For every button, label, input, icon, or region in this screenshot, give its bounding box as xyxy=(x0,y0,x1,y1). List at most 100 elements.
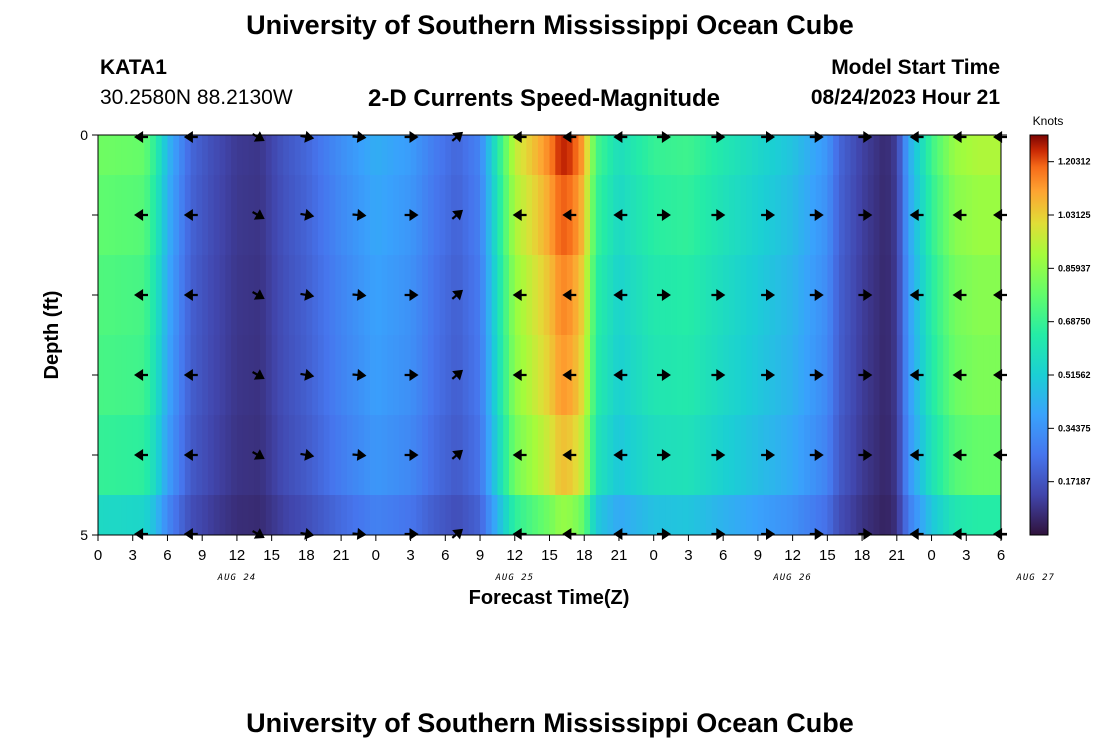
current-arrow xyxy=(300,288,315,301)
heatmap-cell xyxy=(497,175,504,255)
heatmap-cell xyxy=(838,495,846,535)
heatmap-cell xyxy=(231,495,238,535)
current-arrow xyxy=(711,368,726,382)
heatmap-cell xyxy=(885,495,892,535)
heatmap-cell xyxy=(537,135,545,175)
heatmap-cell xyxy=(451,335,458,415)
heatmap-cell xyxy=(827,175,834,255)
heatmap-cell xyxy=(485,175,493,255)
heatmap-cell xyxy=(919,495,927,535)
heatmap-cell xyxy=(937,255,944,335)
heatmap-cell xyxy=(879,335,886,415)
heatmap-cell xyxy=(317,415,325,495)
current-arrow xyxy=(134,208,148,222)
x-axis: 0 3 6 9 12 15 18 21 0 3 6 9 12 15 18 21 0 3 6 9 12 15 18 21 0 3 6A… xyxy=(94,535,1054,583)
heatmap-cell xyxy=(705,175,712,255)
heatmap-cell xyxy=(561,135,568,175)
heatmap-cell xyxy=(346,135,354,175)
heatmap-cell xyxy=(636,255,643,335)
heatmap-cell xyxy=(838,175,846,255)
heatmap-cell xyxy=(433,495,440,535)
heatmap-cell xyxy=(723,255,730,335)
heatmap-cell xyxy=(387,255,394,335)
heatmap-cell xyxy=(833,415,840,495)
heatmap-cell xyxy=(804,255,811,335)
current-arrow xyxy=(809,527,824,541)
heatmap-cell xyxy=(700,495,707,535)
heatmap-cell xyxy=(943,335,950,415)
x-tick-label: 12 xyxy=(784,547,801,564)
current-arrow xyxy=(711,208,726,222)
heatmap-cell xyxy=(671,495,678,535)
current-arrow xyxy=(952,527,967,541)
heatmap-cell xyxy=(740,335,747,415)
heatmap-cell xyxy=(798,175,805,255)
heatmap-cell xyxy=(294,135,301,175)
current-arrow xyxy=(809,288,824,302)
heatmap-cell xyxy=(937,135,944,175)
colorbar-title: Knots xyxy=(1033,114,1064,128)
heatmap-cell xyxy=(775,255,782,335)
heatmap-cell xyxy=(161,495,168,535)
current-arrow xyxy=(952,288,967,302)
current-arrow xyxy=(512,288,527,302)
heatmap-cell xyxy=(896,495,903,535)
heatmap-cell xyxy=(885,335,892,415)
heatmap-cell xyxy=(537,255,545,335)
heatmap-cell xyxy=(433,175,440,255)
current-arrow xyxy=(512,368,527,382)
heatmap-cell xyxy=(231,255,238,335)
heatmap-cell xyxy=(427,415,435,495)
heatmap-cell xyxy=(931,175,938,255)
heatmap-cell xyxy=(671,175,678,255)
colorbar-tick-label: 1.03125 xyxy=(1058,210,1091,220)
current-arrow xyxy=(858,368,873,382)
heatmap-cell xyxy=(468,175,475,255)
heatmap-cell xyxy=(995,135,1002,175)
heatmap-cell xyxy=(497,415,504,495)
heatmap-cell xyxy=(688,415,695,495)
current-arrow xyxy=(562,448,577,462)
heatmap-cell xyxy=(335,415,342,495)
heatmap-cell xyxy=(387,175,394,255)
heatmap-cell xyxy=(561,495,568,535)
heatmap-cell xyxy=(399,415,406,495)
heatmap-cell xyxy=(786,175,794,255)
heatmap-cell xyxy=(271,135,278,175)
heatmap-cell xyxy=(954,495,961,535)
heatmap-cell xyxy=(972,255,979,335)
heatmap-cell xyxy=(925,135,932,175)
current-arrow xyxy=(352,368,367,381)
heatmap-cell xyxy=(341,335,348,415)
heatmap-cell xyxy=(387,135,394,175)
heatmap-cell xyxy=(207,335,215,415)
heatmap-cell xyxy=(265,255,273,335)
heatmap-cell xyxy=(856,135,863,175)
heatmap-cell xyxy=(225,415,232,495)
current-arrow xyxy=(909,527,924,541)
heatmap-cell xyxy=(624,175,631,255)
heatmap-cell xyxy=(844,255,851,335)
heatmap-cell xyxy=(456,135,464,175)
current-arrow xyxy=(451,369,464,381)
heatmap-cell xyxy=(601,175,608,255)
heatmap-cell xyxy=(474,415,481,495)
current-arrow xyxy=(300,448,315,461)
heatmap-cell xyxy=(474,135,481,175)
heatmap-cell xyxy=(804,175,811,255)
heatmap-cell xyxy=(792,495,799,535)
heatmap-cell xyxy=(341,175,348,255)
heatmap-cell xyxy=(647,335,655,415)
heatmap-cell xyxy=(451,175,458,255)
heatmap-cell xyxy=(688,135,695,175)
x-tick-label: 9 xyxy=(476,547,484,564)
heatmap-cell xyxy=(277,415,284,495)
heatmap-cell xyxy=(676,495,684,535)
current-arrow xyxy=(952,368,967,382)
heatmap-cell xyxy=(271,495,278,535)
heatmap-cell xyxy=(289,415,296,495)
current-arrow xyxy=(952,208,967,222)
heatmap-cell xyxy=(555,415,562,495)
heatmap-cell xyxy=(236,495,244,535)
current-arrow xyxy=(300,527,315,540)
